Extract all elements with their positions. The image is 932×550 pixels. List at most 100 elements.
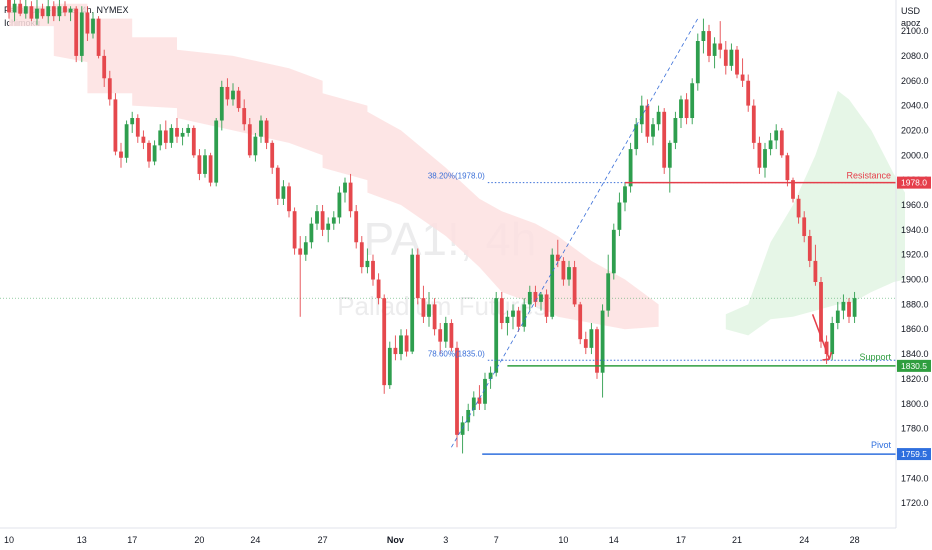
- candles: [7, 0, 857, 454]
- y-tick-label: 1920.0: [901, 250, 929, 260]
- candle: [835, 301, 840, 330]
- candle-body: [315, 211, 319, 224]
- candle: [723, 40, 728, 75]
- candle-body: [679, 99, 683, 119]
- candle-body: [410, 254, 415, 352]
- candle-body: [303, 242, 308, 255]
- candle: [152, 140, 157, 166]
- candle-body: [438, 329, 443, 342]
- candle: [287, 182, 291, 218]
- candle-body: [595, 329, 599, 373]
- candle: [371, 254, 375, 286]
- candle-body: [460, 422, 465, 435]
- candle: [852, 291, 857, 324]
- candle: [432, 298, 437, 336]
- candle: [29, 1, 34, 22]
- candle-body: [147, 142, 151, 162]
- candle-body: [639, 105, 644, 125]
- candle-body: [718, 43, 723, 50]
- candle-body: [707, 31, 711, 56]
- candle-body: [7, 0, 11, 13]
- y-tick-label: 2060.0: [901, 76, 929, 86]
- candle-body: [197, 155, 202, 174]
- candle: [275, 165, 280, 205]
- candle: [91, 12, 95, 39]
- down-arrow-shaft: [811, 314, 831, 360]
- candle-body: [186, 127, 191, 133]
- candle: [606, 254, 611, 317]
- candle: [499, 291, 504, 330]
- candle-body: [18, 3, 23, 14]
- candle-body: [432, 304, 437, 330]
- candle: [410, 248, 415, 355]
- candle: [169, 124, 174, 148]
- candle: [247, 118, 252, 158]
- candle-body: [623, 186, 627, 203]
- candle: [343, 177, 347, 203]
- y-tick-label: 1780.0: [901, 424, 929, 434]
- candle: [740, 58, 745, 87]
- candle: [796, 195, 801, 224]
- candle-body: [399, 335, 403, 355]
- candle-body: [611, 229, 616, 274]
- x-tick-label: 21: [732, 535, 742, 545]
- candle-body: [847, 301, 851, 317]
- candle-body: [281, 186, 286, 199]
- candle: [147, 140, 151, 168]
- candle-body: [561, 260, 566, 280]
- candle: [348, 173, 353, 218]
- candle-body: [152, 145, 157, 162]
- cloud-bullish: [725, 90, 905, 336]
- y-tick-label: 1740.0: [901, 473, 929, 483]
- candle: [522, 298, 527, 332]
- candle: [544, 289, 549, 324]
- candle-body: [555, 254, 560, 261]
- candle-body: [35, 8, 39, 19]
- resistance-price-tag: 1978.0: [901, 178, 927, 188]
- candle: [785, 152, 790, 187]
- candle: [331, 211, 336, 230]
- resistance-label: Resistance: [846, 171, 891, 181]
- candle: [494, 291, 499, 377]
- candle-body: [791, 180, 795, 199]
- candle: [779, 127, 784, 158]
- candle-body: [550, 254, 555, 317]
- candle-body: [735, 49, 739, 75]
- candle: [600, 304, 605, 398]
- candle-body: [499, 298, 504, 324]
- candle: [483, 372, 487, 410]
- candle-body: [768, 140, 773, 150]
- pivot-price-tag-bg: [897, 448, 931, 461]
- candle-body: [695, 40, 700, 84]
- candle-body: [214, 120, 219, 183]
- candle-body: [483, 378, 487, 404]
- candle: [415, 248, 420, 305]
- candle-body: [287, 186, 291, 212]
- fib-trend-line: [451, 18, 699, 448]
- candle-body: [365, 260, 370, 268]
- candle-body: [107, 78, 112, 100]
- candle-body: [628, 149, 633, 187]
- candle-body: [393, 347, 398, 355]
- candle-body: [830, 323, 835, 355]
- candle-body: [819, 282, 823, 342]
- x-tick-label: 17: [676, 535, 686, 545]
- candle: [281, 180, 286, 205]
- candle: [791, 177, 795, 203]
- candle-body: [320, 211, 325, 230]
- candle: [203, 149, 207, 178]
- candle: [813, 244, 818, 286]
- x-tick-label: 28: [850, 535, 860, 545]
- candle-body: [600, 310, 605, 373]
- candle: [175, 118, 179, 143]
- candle: [292, 207, 297, 255]
- candle: [107, 70, 112, 106]
- candle: [763, 142, 767, 178]
- candle: [421, 285, 426, 324]
- candle-body: [567, 267, 571, 280]
- candle: [729, 43, 734, 71]
- candle-body: [779, 130, 784, 156]
- candle-body: [774, 130, 779, 141]
- y-tick-label: 2000.0: [901, 150, 929, 160]
